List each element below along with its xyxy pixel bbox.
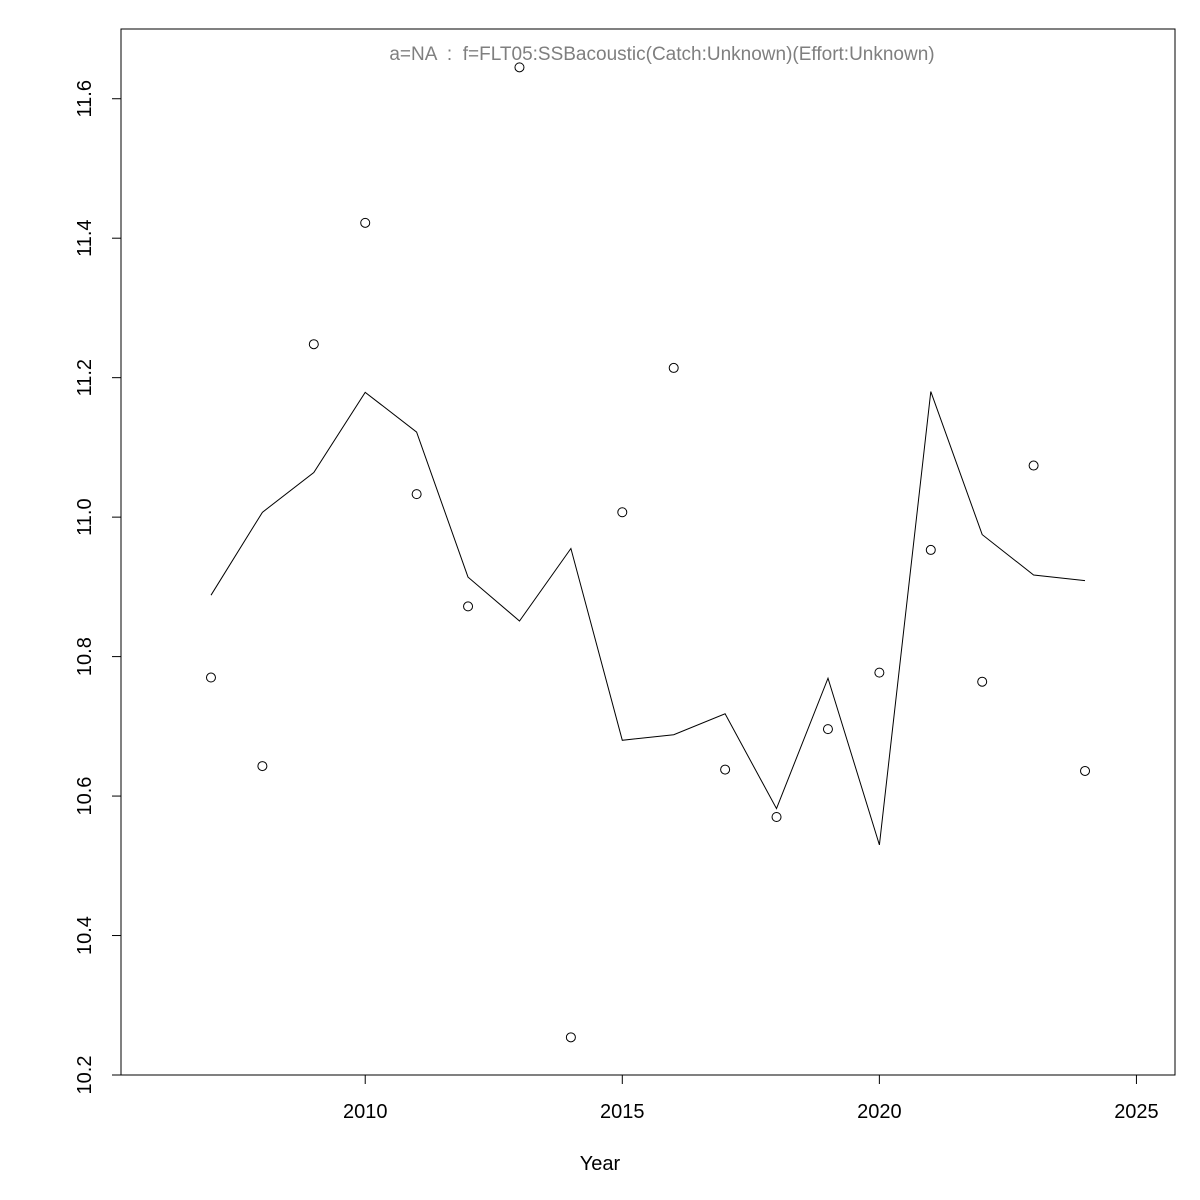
plot-frame — [120, 28, 1176, 1076]
observed-point — [925, 544, 936, 555]
x-tick-label: 2015 — [600, 1101, 645, 1123]
observed-point — [668, 362, 679, 373]
observed-point — [771, 811, 782, 822]
observed-point — [822, 724, 833, 735]
observed-point — [514, 62, 525, 73]
observed-point — [1080, 765, 1091, 776]
y-tick-label: 11.4 — [74, 219, 96, 256]
y-tick-label: 11.2 — [74, 359, 96, 396]
y-axis: 10.2 10.4 10.6 10.8 11.0 11.2 11.4 11.6 — [74, 80, 122, 1095]
series-layer — [205, 62, 1091, 1043]
observed-point — [360, 217, 371, 228]
observed-point — [308, 339, 319, 350]
y-tick-label: 11.6 — [74, 80, 96, 117]
observed-point — [565, 1032, 576, 1043]
observed-point — [617, 507, 628, 518]
fitted-line — [210, 391, 1086, 846]
observed-point — [874, 667, 885, 678]
observed-point — [411, 489, 422, 500]
x-tick-label: 2010 — [343, 1101, 388, 1123]
observed-point — [463, 601, 474, 612]
x-axis: 2010 2015 2020 2025 — [343, 1074, 1159, 1123]
observed-point — [257, 761, 268, 772]
y-tick-label: 10.2 — [74, 1056, 96, 1095]
x-axis-title: Year — [580, 1153, 621, 1175]
chart-title: a=NA : f=FLT05:SSBacoustic(Catch:Unknown… — [389, 44, 934, 65]
x-tick-label: 2025 — [1114, 1101, 1159, 1123]
observed-point — [977, 676, 988, 687]
observed-point — [205, 672, 216, 683]
x-tick-label: 2020 — [857, 1101, 902, 1123]
y-tick-label: 10.4 — [74, 916, 96, 955]
observed-point — [720, 764, 731, 775]
y-tick-label: 10.8 — [74, 637, 96, 676]
observed-point — [1028, 460, 1039, 471]
y-tick-label: 10.6 — [74, 777, 96, 816]
y-tick-label: 11.0 — [74, 498, 96, 535]
